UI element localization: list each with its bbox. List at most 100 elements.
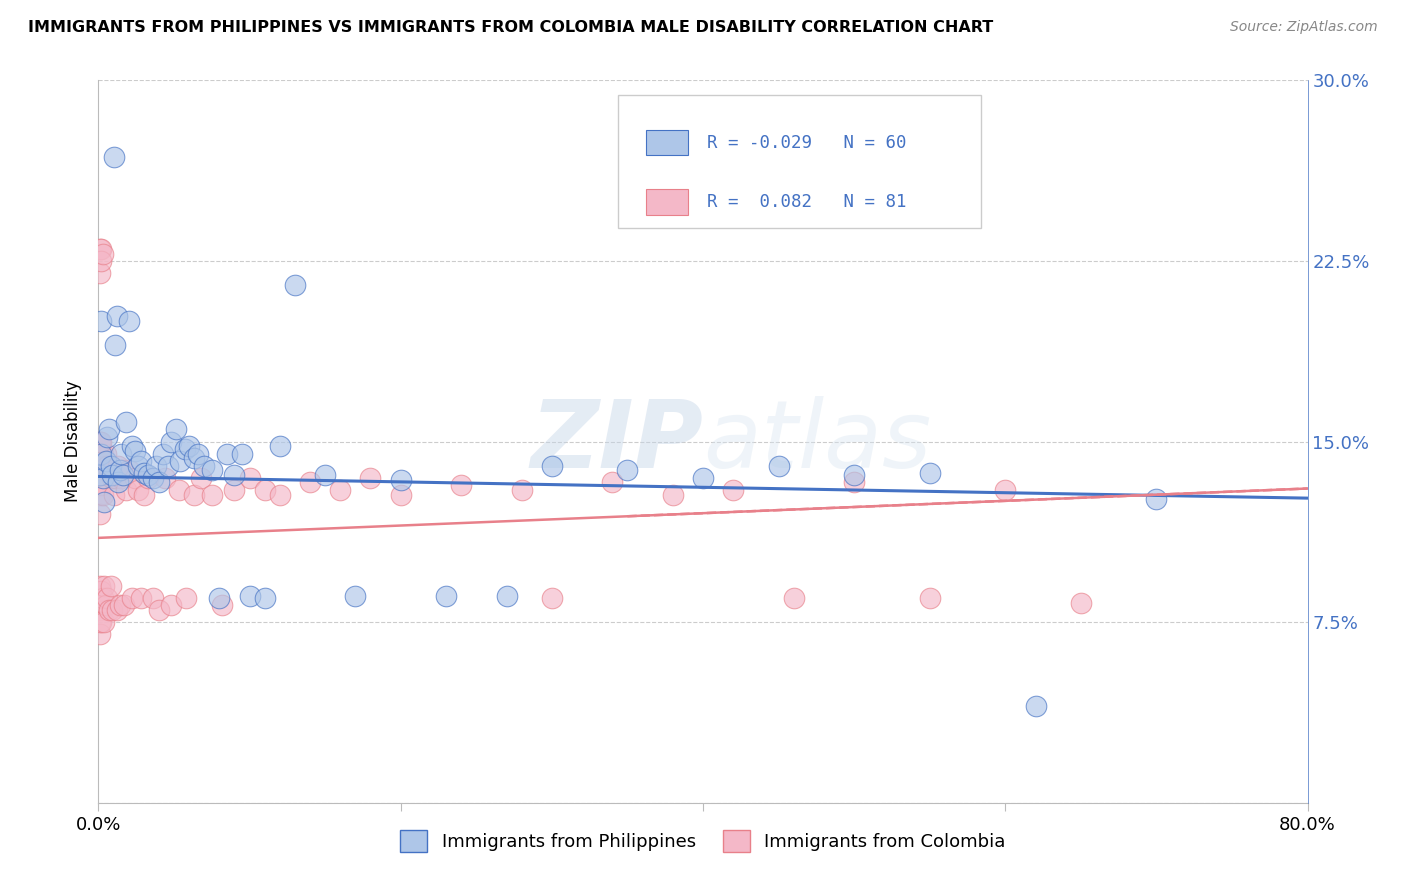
Point [103, 487, 125, 501]
Bar [647, 130, 689, 155]
Point [495, 589, 517, 603]
Point [110, 470, 132, 484]
Point [90, 434, 112, 449]
Point [389, 487, 412, 501]
Point [329, 483, 352, 497]
Point [132, 487, 155, 501]
Point [215, 446, 238, 460]
Point [89, 470, 111, 484]
Point [208, 591, 231, 605]
Point [91, 487, 114, 501]
Point [269, 439, 291, 453]
Point [783, 591, 806, 605]
Point [142, 591, 165, 605]
Point [91, 246, 114, 260]
Point [231, 446, 253, 460]
Point [105, 310, 128, 324]
FancyBboxPatch shape [619, 95, 981, 228]
Point [98, 463, 121, 477]
Point [661, 487, 683, 501]
Point [104, 470, 127, 484]
Point [90, 314, 112, 328]
Point [89, 507, 111, 521]
Point [103, 150, 125, 164]
Point [169, 454, 191, 468]
Point [844, 468, 866, 483]
Point [389, 473, 412, 487]
Text: atlas: atlas [703, 396, 931, 487]
Point [118, 314, 141, 328]
Point [142, 470, 165, 484]
Point [239, 470, 262, 484]
Text: Source: ZipAtlas.com: Source: ZipAtlas.com [1230, 20, 1378, 34]
Point [434, 589, 457, 603]
Point [167, 483, 190, 497]
Point [183, 451, 205, 466]
Point [91, 591, 114, 605]
Point [132, 466, 155, 480]
Point [1024, 699, 1046, 714]
Point [107, 458, 129, 473]
Point [145, 458, 167, 473]
Point [994, 483, 1017, 497]
Point [89, 603, 111, 617]
Text: R =  0.082   N = 81: R = 0.082 N = 81 [707, 193, 905, 211]
Point [90, 242, 112, 256]
Point [160, 434, 183, 449]
Point [94, 599, 117, 613]
Point [89, 434, 111, 449]
Point [723, 483, 745, 497]
Point [110, 446, 132, 460]
Point [93, 615, 115, 630]
Point [111, 468, 134, 483]
Point [299, 475, 322, 490]
Point [540, 591, 562, 605]
Point [89, 627, 111, 641]
Point [89, 487, 111, 501]
Point [239, 589, 262, 603]
Point [114, 483, 136, 497]
Point [93, 579, 115, 593]
Point [112, 599, 135, 613]
Point [89, 266, 111, 280]
Point [90, 478, 112, 492]
Point [253, 483, 276, 497]
Point [510, 483, 533, 497]
Point [269, 487, 291, 501]
Point [89, 446, 111, 460]
Point [90, 446, 112, 460]
Point [153, 470, 176, 484]
Point [93, 494, 115, 508]
Point [100, 579, 122, 593]
Point [127, 458, 149, 473]
Point [148, 475, 170, 490]
Point [101, 470, 124, 484]
Y-axis label: Male Disability: Male Disability [65, 381, 83, 502]
Point [89, 242, 111, 256]
Point [107, 475, 129, 490]
Point [344, 589, 367, 603]
Point [121, 591, 143, 605]
Point [118, 463, 141, 477]
Point [96, 458, 118, 473]
Point [540, 458, 562, 473]
Point [174, 591, 197, 605]
Point [124, 444, 146, 458]
Text: IMMIGRANTS FROM PHILIPPINES VS IMMIGRANTS FROM COLOMBIA MALE DISABILITY CORRELAT: IMMIGRANTS FROM PHILIPPINES VS IMMIGRANT… [28, 20, 994, 35]
Point [360, 470, 382, 484]
Point [193, 458, 215, 473]
Text: R = -0.029   N = 60: R = -0.029 N = 60 [707, 134, 905, 152]
Point [173, 442, 195, 456]
Point [224, 468, 246, 483]
Point [211, 599, 233, 613]
Point [768, 458, 790, 473]
Point [1144, 492, 1167, 507]
Point [90, 615, 112, 630]
Point [224, 483, 246, 497]
Point [101, 468, 124, 483]
Point [89, 434, 111, 449]
Point [94, 454, 117, 468]
Point [108, 599, 131, 613]
Point [91, 470, 114, 484]
Point [121, 439, 143, 453]
